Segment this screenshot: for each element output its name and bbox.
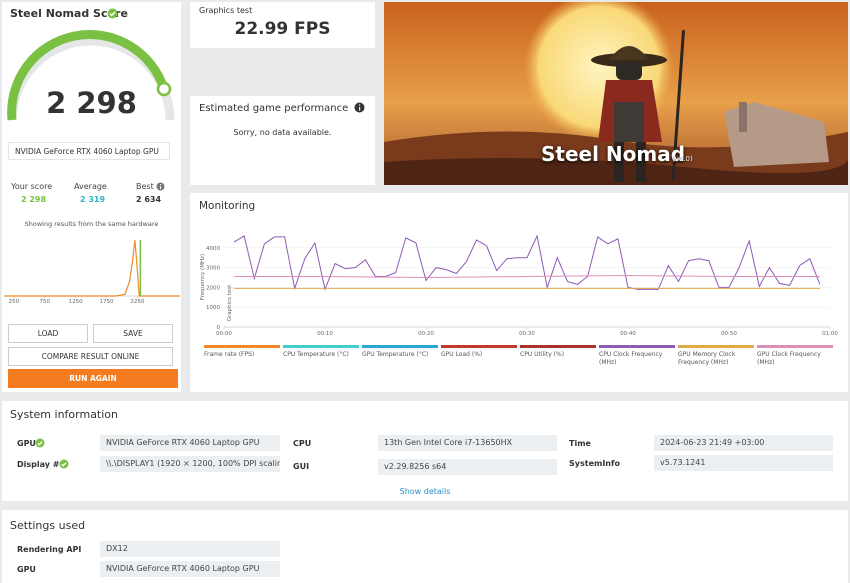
legend-item[interactable]: CPU Temperature (°C) [283,345,359,359]
info-icon [354,102,365,113]
legend-swatch [362,345,438,348]
your-score-label: Your score [11,182,53,191]
system-info-panel: System information GPU NVIDIA GeForce RT… [2,401,848,501]
banner-art [384,2,848,185]
graphics-test-panel: Graphics test 22.99 FPS [190,2,375,48]
monitoring-title: Monitoring [199,200,256,212]
info-value: 2024-06-23 21:49 +03:00 [654,435,833,451]
estimated-message: Sorry, no data available. [233,128,332,137]
fps-value: 22.99 FPS [234,19,331,39]
info-label: CPU [293,439,312,448]
info-value: v2.29.8256 s64 [378,459,557,475]
legend-item[interactable]: CPU Utility (%) [520,345,596,359]
distribution-note: Showing results from the same hardware [24,220,159,228]
info-label: Time [569,439,591,448]
legend-item[interactable]: GPU Memory Clock Frequency (MHz) [678,345,754,367]
legend-item[interactable]: Frame rate (FPS) [204,345,280,359]
average-score: 2 319 [80,195,106,204]
banner-version: (v1.0) [672,155,693,163]
info-label: Display #1 [17,460,66,469]
legend-label: GPU Clock Frequency (MHz) [757,351,821,366]
settings-title: Settings used [10,519,86,532]
check-icon [59,459,69,469]
banner-title: Steel Nomad [541,142,686,166]
info-label: SystemInfo [569,459,620,468]
your-score: 2 298 [21,195,47,204]
average-label: Average [74,182,107,191]
legend-item[interactable]: GPU Load (%) [441,345,517,359]
legend-item[interactable]: CPU Clock Frequency (MHz) [599,345,675,367]
graphics-test-label: Graphics test [199,6,253,15]
info-value: \\.\DISPLAY1 (1920 × 1200, 100% DPI scal… [100,456,280,472]
banner: Steel Nomad (v1.0) [384,2,848,185]
score-gauge [7,30,175,121]
legend-swatch [204,345,280,348]
info-value: 13th Gen Intel Core i7-13650HX [378,435,557,451]
info-value: v5.73.1241 [654,455,833,471]
legend-swatch [678,345,754,348]
gpu-name: NVIDIA GeForce RTX 4060 Laptop GPU [8,142,170,160]
score-panel: Steel Nomad Score 2 298 NVIDIA GeForce R… [2,2,181,392]
show-details-link[interactable]: Show details [399,487,451,496]
legend-label: GPU Load (%) [441,351,483,358]
info-value: NVIDIA GeForce RTX 4060 Laptop GPU [100,435,280,451]
score-title: Steel Nomad Score [10,7,128,20]
setting-label: Rendering API [17,545,82,554]
compare-button[interactable]: COMPARE RESULT ONLINE [8,347,173,366]
monitoring-panel: Monitoring Frame rate (FPS) CPU Temperatu… [190,193,848,392]
estimated-title: Estimated game performance [199,103,349,114]
legend-swatch [441,345,517,348]
legend-swatch [599,345,675,348]
legend-item[interactable]: GPU Clock Frequency (MHz) [757,345,833,367]
best-label: Best [136,182,154,191]
legend-swatch [757,345,833,348]
check-icon [35,438,45,448]
run-again-button[interactable]: RUN AGAIN [8,369,178,388]
legend-label: Frame rate (FPS) [204,351,255,358]
settings-panel: Settings used Rendering API DX12 GPU NVI… [2,510,848,583]
info-label: GUI [293,462,310,471]
save-button[interactable]: SAVE [93,324,173,343]
legend-label: CPU Utility (%) [520,351,565,358]
setting-value: DX12 [100,541,280,557]
legend-label: CPU Clock Frequency (MHz) [599,351,663,366]
system-info-title: System information [10,408,119,421]
info-label: GPU [17,439,36,448]
legend-label: GPU Temperature (°C) [362,351,429,358]
estimated-panel: Estimated game performance Sorry, no dat… [190,96,375,185]
score-value: 2 298 [46,86,137,120]
legend-swatch [283,345,359,348]
setting-label: GPU [17,565,36,574]
info-icon [156,182,165,191]
legend-label: GPU Memory Clock Frequency (MHz) [678,351,736,366]
load-button[interactable]: LOAD [8,324,88,343]
legend-swatch [520,345,596,348]
legend-label: CPU Temperature (°C) [283,351,349,358]
check-icon [107,8,118,19]
best-score: 2 634 [136,195,162,204]
legend-item[interactable]: GPU Temperature (°C) [362,345,438,359]
setting-value: NVIDIA GeForce RTX 4060 Laptop GPU [100,561,280,577]
